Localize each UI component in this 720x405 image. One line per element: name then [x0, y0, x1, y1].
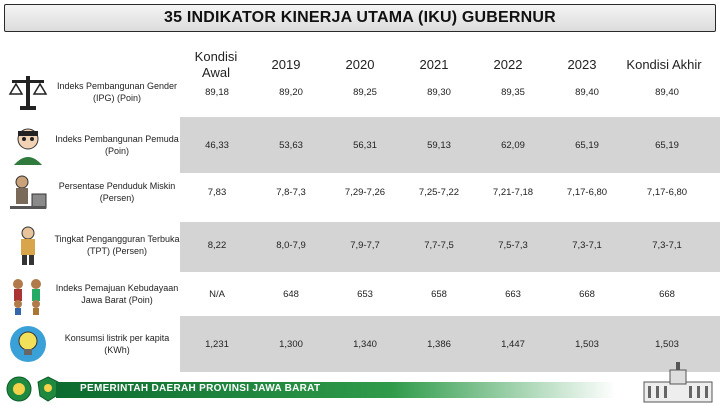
row-label: Tingkat Pengangguran Terbuka (TPT) (Pers…	[54, 234, 180, 256]
gedung-sate-icon	[643, 362, 713, 403]
cell-value: 89,18	[205, 86, 229, 98]
cell-value: 65,19	[655, 139, 679, 151]
row-label: Konsumsi listrik per kapita (KWh)	[64, 333, 170, 355]
cell-value: 668	[659, 288, 675, 300]
table-row: Indeks Pemajuan Kebudayaan Jawa Barat (P…	[0, 264, 720, 324]
cell-value: 1,340	[353, 338, 377, 350]
row-shade	[180, 117, 720, 173]
cell-value: 89,40	[655, 86, 679, 98]
row-label: Indeks Pembangunan Gender (IPG) (Poin)	[56, 81, 178, 103]
unemployment-icon	[21, 226, 35, 265]
lightbulb-icon	[10, 326, 46, 362]
row-shade	[180, 316, 720, 372]
cell-value: 8,22	[207, 239, 227, 251]
column-header-kondisi-awal: Kondisi Awal	[194, 49, 238, 80]
cell-value: 648	[283, 288, 299, 300]
footer-band	[56, 382, 616, 398]
cell-value: 8,0-7,9	[276, 239, 306, 251]
cell-value: 89,35	[501, 86, 525, 98]
cell-value: 59,13	[427, 139, 451, 151]
poverty-icon	[10, 175, 47, 209]
table-row: Indeks Pembangunan Pemuda (Poin) 46,33 5…	[0, 115, 720, 175]
cell-value: 653	[357, 288, 373, 300]
cell-value: 658	[431, 288, 447, 300]
cell-value: 7,17-6,80	[566, 186, 608, 198]
footer-text: PEMERINTAH DAERAH PROVINSI JAWA BARAT	[80, 383, 321, 394]
cell-value: 7,9-7,7	[350, 239, 380, 251]
cell-value: 7,21-7,18	[492, 186, 534, 198]
cell-value: 46,33	[205, 139, 229, 151]
cell-value: 7,8-7,3	[276, 186, 306, 198]
cell-value: 89,30	[427, 86, 451, 98]
page-title: 35 INDIKATOR KINERJA UTAMA (IKU) GUBERNU…	[164, 9, 556, 26]
cell-value: 7,17-6,80	[646, 186, 688, 198]
cell-value: 1,300	[279, 338, 303, 350]
cell-value: 89,25	[353, 86, 377, 98]
row-label: Persentase Penduduk Miskin (Persen)	[58, 181, 176, 203]
youth-person-icon	[14, 128, 42, 165]
cell-value: 668	[579, 288, 595, 300]
cell-value: 53,63	[279, 139, 303, 151]
cell-value: 663	[505, 288, 521, 300]
row-shade	[180, 222, 720, 272]
column-header-2021: 2021	[419, 57, 449, 72]
cell-value: 89,40	[575, 86, 599, 98]
cell-value: 7,25-7,22	[418, 186, 460, 198]
table-row: Konsumsi listrik per kapita (KWh) 1,231 …	[0, 314, 720, 374]
cell-value: 1,231	[205, 338, 229, 350]
footer: PEMERINTAH DAERAH PROVINSI JAWA BARAT	[0, 362, 720, 405]
title-bar: 35 INDIKATOR KINERJA UTAMA (IKU) GUBERNU…	[4, 4, 716, 32]
cell-value: 7,5-7,3	[498, 239, 528, 251]
cell-value: 65,19	[575, 139, 599, 151]
cell-value: 7,83	[207, 186, 227, 198]
justice-scale-icon	[8, 76, 48, 110]
column-header-kondisi-akhir: Kondisi Akhir	[626, 57, 702, 72]
province-emblem-icon	[6, 376, 32, 402]
cell-value: 7,3-7,1	[652, 239, 682, 251]
cell-value: 7,3-7,1	[572, 239, 602, 251]
table-row: Tingkat Pengangguran Terbuka (TPT) (Pers…	[0, 215, 720, 275]
cell-value: 1,503	[655, 338, 679, 350]
culture-people-icon	[13, 279, 41, 315]
column-header-2019: 2019	[271, 57, 301, 72]
cell-value: 1,447	[501, 338, 525, 350]
cell-value: 7,7-7,5	[424, 239, 454, 251]
cell-value: 56,31	[353, 139, 377, 151]
column-header-2023: 2023	[567, 57, 597, 72]
row-label: Indeks Pembangunan Pemuda (Poin)	[55, 134, 179, 156]
cell-value: 62,09	[501, 139, 525, 151]
cell-value: 1,386	[427, 338, 451, 350]
column-header-2020: 2020	[345, 57, 375, 72]
cell-value: 89,20	[279, 86, 303, 98]
row-label: Indeks Pemajuan Kebudayaan Jawa Barat (P…	[55, 283, 179, 305]
cell-value: 7,29-7,26	[344, 186, 386, 198]
column-header-2022: 2022	[493, 57, 523, 72]
table-row: Indeks Pembangunan Gender (IPG) (Poin) 8…	[0, 62, 720, 122]
cell-value: N/A	[209, 288, 225, 300]
cell-value: 1,503	[575, 338, 599, 350]
table-row: Persentase Penduduk Miskin (Persen) 7,83…	[0, 162, 720, 222]
